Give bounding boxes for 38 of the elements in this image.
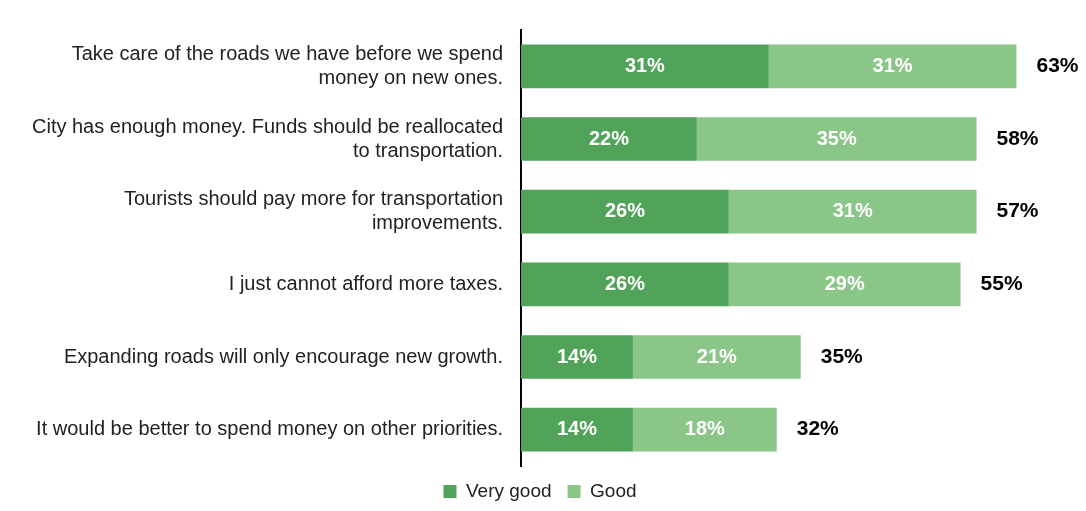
total-label: 57% (996, 198, 1039, 222)
bar (632, 407, 777, 452)
bar (728, 262, 961, 307)
total-label: 63% (1036, 53, 1079, 77)
bar (521, 335, 633, 379)
y-tick-label: It would be better to spend money on other priorities. (36, 417, 504, 440)
legend-label: Very good (465, 479, 552, 501)
data-label: 22% (588, 126, 630, 149)
total-label: 58% (996, 125, 1039, 149)
bar (521, 44, 769, 89)
bar (768, 44, 1017, 89)
bar (521, 117, 697, 161)
data-label: 29% (824, 271, 865, 294)
data-label: 31% (872, 53, 913, 76)
bar (728, 189, 977, 234)
legend-label: Good (590, 479, 637, 501)
data-label: 35% (816, 126, 857, 149)
total-label: 55% (980, 271, 1023, 295)
y-tick-label: I just cannot afford more taxes. (228, 271, 504, 294)
y-tick-label: Tourists should pay more for transportation improvements. (123, 187, 504, 234)
bar (632, 335, 801, 379)
total-label: 35% (820, 343, 864, 367)
y-tick-label: City has enough money. Funds should be reallocated to transportation. (31, 114, 504, 161)
bar (521, 189, 729, 234)
data-label: 14% (556, 344, 598, 367)
y-tick-label: Expanding roads will only encourage new growth. (63, 344, 504, 367)
y-tick-label: Take care of the roads we have before we spend money on new ones. (71, 41, 504, 88)
data-label: 26% (604, 199, 646, 222)
bar (521, 407, 633, 452)
data-label: 18% (684, 417, 726, 440)
data-label: 14% (556, 417, 598, 440)
total-label: 32% (796, 416, 840, 440)
data-label: 26% (604, 271, 646, 294)
data-label: 31% (832, 199, 873, 222)
data-label: 21% (696, 344, 738, 367)
bar (696, 117, 977, 161)
data-label: 31% (624, 53, 666, 76)
bar (521, 262, 729, 307)
